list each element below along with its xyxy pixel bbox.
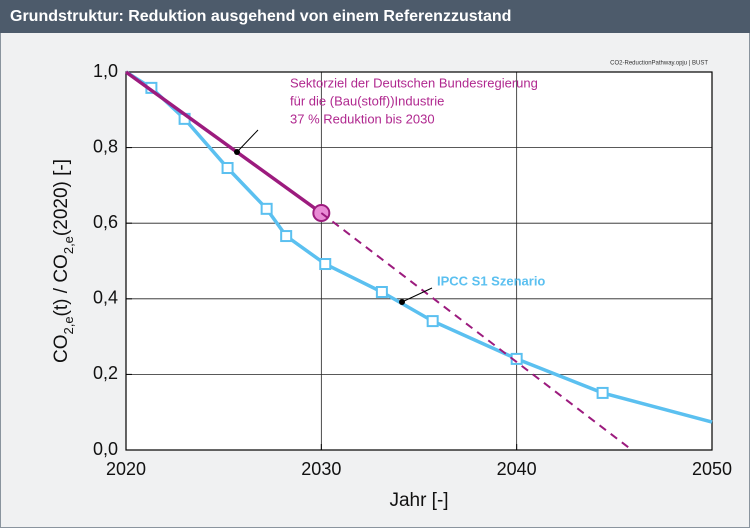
annotation-text: Sektorziel der Deutschen Bundesregierung bbox=[290, 75, 538, 90]
series-line bbox=[124, 70, 323, 215]
y-axis-label: CO2,e(t) / CO2,e(2020) [-] bbox=[51, 159, 76, 363]
y-axis-label-part: (t) / CO bbox=[51, 254, 72, 316]
y-axis-label-part: CO bbox=[51, 335, 72, 364]
plot-border bbox=[125, 71, 713, 451]
x-axis-label: Jahr [-] bbox=[389, 490, 448, 511]
point-marker bbox=[280, 230, 293, 243]
header-bar bbox=[0, 0, 750, 33]
y-axis-label-part: (2020) [-] bbox=[51, 159, 72, 236]
header-title: Grundstruktur: Reduktion ausgehend von e… bbox=[10, 8, 511, 25]
point-marker bbox=[375, 285, 388, 298]
point-marker bbox=[221, 162, 234, 175]
x-tick-label: 2050 bbox=[692, 459, 732, 479]
point-marker bbox=[596, 386, 609, 399]
y-tick-label: 0,6 bbox=[93, 212, 118, 232]
y-axis-label-part: 2,e bbox=[61, 236, 76, 254]
x-tick-label: 2030 bbox=[301, 459, 341, 479]
plot-area bbox=[126, 72, 712, 450]
source-note: CO2-ReductionPathway.opju | BUST bbox=[610, 61, 708, 67]
x-tick-label: 2040 bbox=[497, 459, 537, 479]
annotation-dot bbox=[234, 149, 240, 155]
x-tick-label: 2020 bbox=[106, 459, 146, 479]
annotation-text: IPCC S1 Szenario bbox=[437, 273, 545, 288]
y-tick-label: 0,0 bbox=[93, 439, 118, 459]
y-tick-label: 1,0 bbox=[93, 61, 118, 81]
point-marker bbox=[426, 315, 439, 328]
series-line bbox=[320, 212, 633, 451]
point-marker bbox=[319, 258, 332, 271]
y-tick-label: 0,2 bbox=[93, 363, 118, 383]
annotation-pointer bbox=[236, 129, 259, 153]
annotation-text: 37 % Reduktion bis 2030 bbox=[290, 111, 435, 126]
y-tick-label: 0,4 bbox=[93, 288, 118, 308]
annotation-dot bbox=[399, 299, 405, 305]
annotation-text: für die (Bau(stoff))Industrie bbox=[290, 93, 444, 108]
y-tick-label: 0,8 bbox=[93, 136, 118, 156]
y-axis-label-part: 2,e bbox=[61, 316, 76, 334]
point-marker bbox=[260, 202, 273, 215]
annotation-pointer bbox=[401, 287, 433, 303]
